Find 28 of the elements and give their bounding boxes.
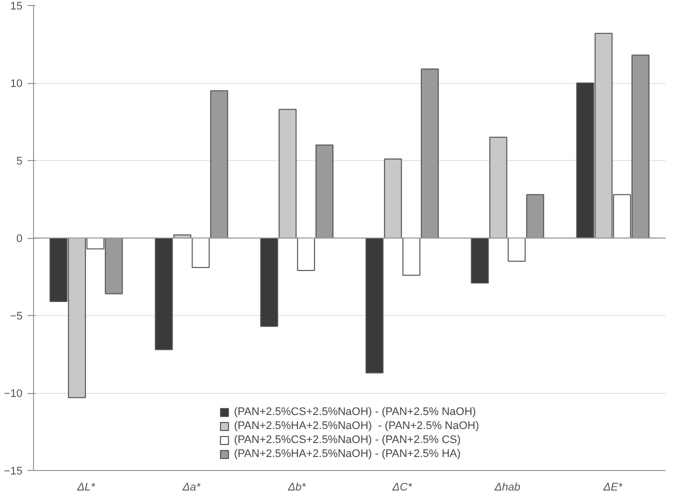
y-tick-label: −10 [4, 388, 23, 400]
bar [278, 108, 297, 238]
bar [489, 136, 508, 238]
bar [508, 238, 526, 262]
y-tick-label: 15 [10, 0, 23, 12]
x-tick-label: ΔE* [602, 482, 624, 494]
bar [192, 238, 210, 268]
y-tick-label: −15 [4, 466, 23, 478]
bar [154, 238, 173, 350]
legend-label: (PAN+2.5%CS+2.5%NaOH) - (PAN+2.5% CS) [234, 434, 461, 446]
x-tick-label: Δb* [286, 482, 306, 494]
bar [402, 238, 420, 276]
bar [366, 238, 384, 374]
bar [470, 238, 489, 284]
bar [384, 158, 402, 238]
y-tick-label: −5 [10, 310, 23, 322]
x-tick-label: ΔC* [391, 482, 413, 494]
x-tick-label: Δhab [494, 482, 520, 494]
legend-label: (PAN+2.5%HA+2.5%NaOH) - (PAN+2.5% HA) [234, 448, 461, 460]
bar [260, 238, 278, 327]
bar [297, 238, 316, 272]
y-tick-label: 5 [16, 156, 23, 168]
x-tick-label: Δa* [182, 482, 202, 494]
y-tick-label: 0 [16, 233, 23, 245]
legend-label: (PAN+2.5%HA+2.5%NaOH) - (PAN+2.5% NaOH) [234, 420, 480, 432]
legend-label: (PAN+2.5%CS+2.5%NaOH) - (PAN+2.5% NaOH) [234, 406, 476, 418]
x-tick-label: ΔL* [76, 482, 96, 494]
y-tick-label: 10 [10, 78, 23, 90]
